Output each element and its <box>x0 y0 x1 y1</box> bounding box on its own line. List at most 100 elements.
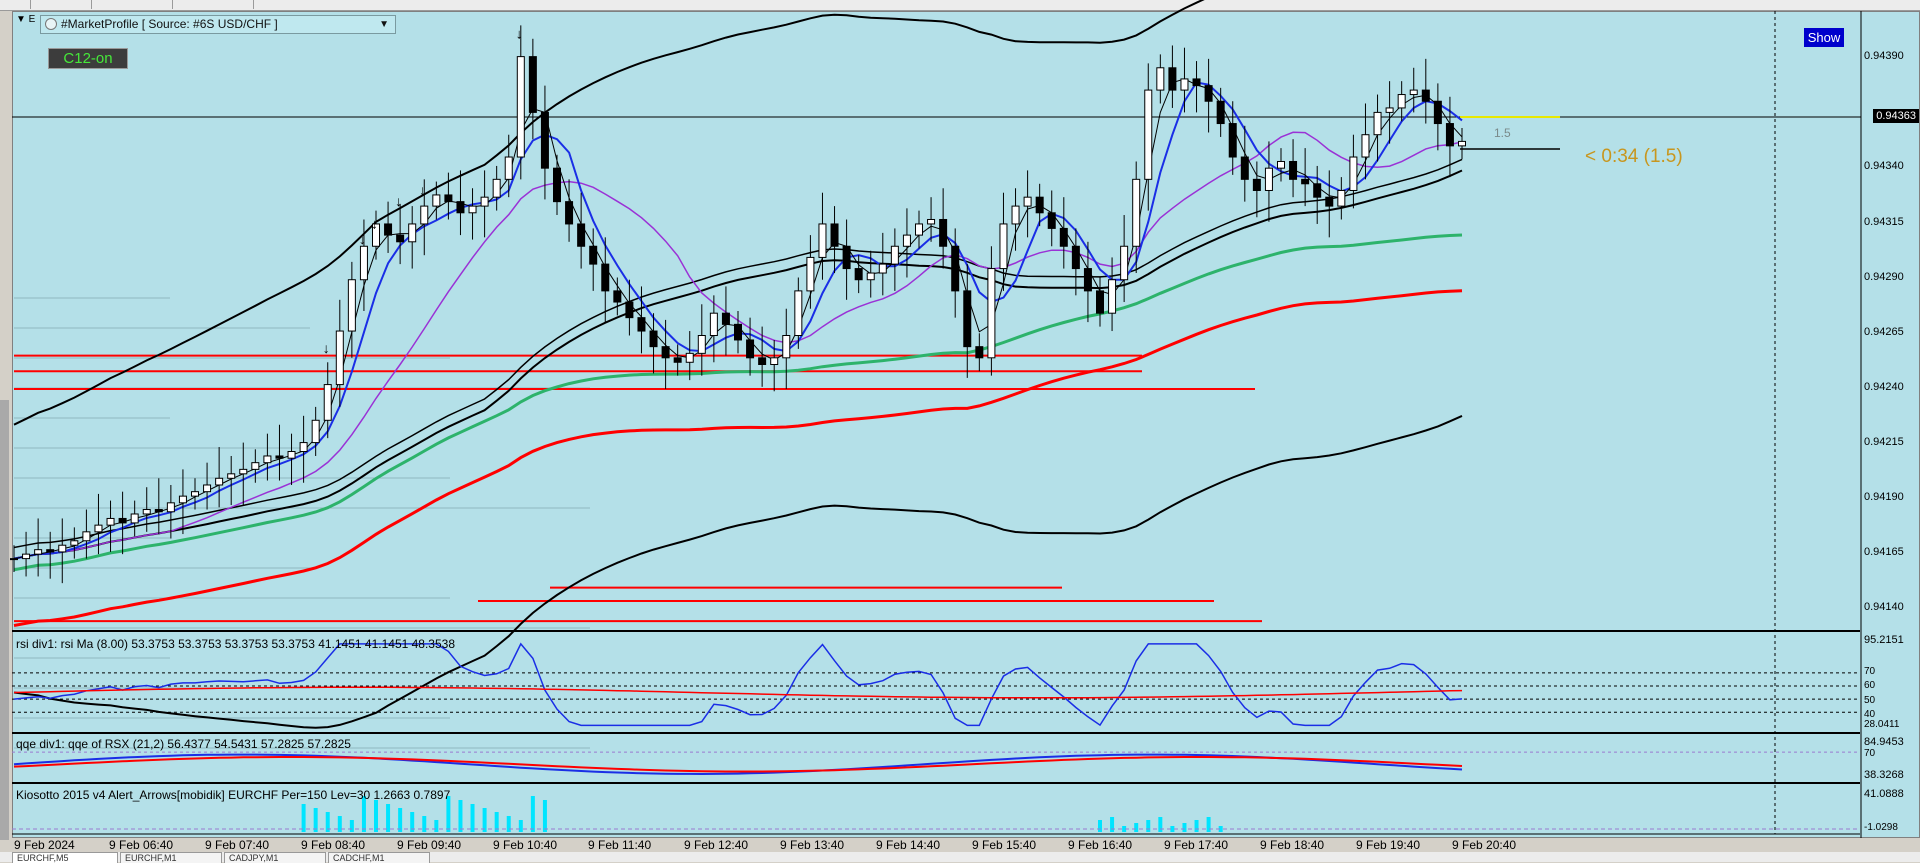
candle-body <box>818 223 827 258</box>
time-tick: 9 Feb 06:40 <box>109 838 174 852</box>
candle-body <box>504 156 513 180</box>
candle-body <box>70 540 79 546</box>
c12-toggle-button[interactable]: C12-on <box>48 48 128 69</box>
market-profile-select-value: #MarketProfile [ Source: #6S USD/CHF ] <box>61 17 278 31</box>
kiosotto-bar <box>446 796 451 832</box>
price-scale[interactable]: 0.94390 0.94340 0.94315 0.94290 0.94265 … <box>1860 11 1920 838</box>
kiosotto-bar <box>1170 826 1175 832</box>
candle-body <box>1301 178 1310 185</box>
candle-body <box>106 517 115 526</box>
kiosotto-scale-tick: 41.0888 <box>1864 788 1904 800</box>
market-profile-select[interactable]: #MarketProfile [ Source: #6S USD/CHF ] ▼ <box>40 15 396 34</box>
rsi-signal-line <box>13 686 1463 699</box>
chevron-down-icon[interactable]: ▼ <box>379 19 389 30</box>
ma-black <box>13 169 1463 560</box>
time-tick: 9 Feb 2024 <box>14 838 75 852</box>
window-collapse-toggle[interactable]: ▼ E <box>16 14 36 25</box>
price-tick: 0.94190 <box>1864 491 1904 503</box>
candle-body <box>999 223 1008 270</box>
candle-body <box>1192 78 1201 87</box>
candle-body <box>22 553 31 560</box>
chart-tabs: EURCHF,M5 EURCHF,M1 CADJPY,M1 CADCHF,M1 <box>0 852 1920 863</box>
kiosotto-bar <box>398 808 403 832</box>
show-button[interactable]: Show <box>1804 28 1844 47</box>
candlesticks <box>10 25 1466 584</box>
upper-band <box>13 0 1205 426</box>
tab-cadjpy-m1[interactable]: CADJPY,M1 <box>224 852 326 863</box>
candle-body <box>408 223 417 243</box>
time-tick: 9 Feb 19:40 <box>1356 838 1421 852</box>
tab-cadchf-m1[interactable]: CADCHF,M1 <box>328 852 430 863</box>
kiosotto-bar <box>325 812 330 832</box>
candle-body <box>553 167 561 203</box>
tab-eurchf-m1[interactable]: EURCHF,M1 <box>120 852 222 863</box>
time-tick: 9 Feb 15:40 <box>972 838 1037 852</box>
kiosotto-scale-tick: -1.0298 <box>1864 822 1898 833</box>
rsi-scale-tick: 60 <box>1864 680 1876 691</box>
candle-body <box>1120 245 1129 281</box>
candle-body <box>1228 123 1237 158</box>
candle-body <box>1325 196 1334 207</box>
candle-body <box>432 194 441 207</box>
kiosotto-bar <box>542 800 547 832</box>
candle-body <box>1397 94 1406 109</box>
candle-body <box>1313 183 1322 198</box>
candle-body <box>178 495 187 504</box>
current-price-label: 0.94363 <box>1873 109 1919 123</box>
candle-body <box>528 56 537 113</box>
kiosotto-bar <box>386 804 391 832</box>
candle-body <box>577 223 586 247</box>
kiosotto-bar <box>1182 823 1187 832</box>
candle-body <box>927 218 936 225</box>
candle-body <box>263 455 272 464</box>
ma-black-2 <box>13 158 1463 549</box>
candle-body <box>806 256 815 292</box>
candle-body <box>649 330 658 348</box>
candle-body <box>275 455 284 459</box>
candle-body <box>902 234 911 247</box>
candle-body <box>311 419 320 444</box>
kiosotto-bar <box>313 808 318 832</box>
kiosotto-bar <box>1158 817 1163 832</box>
kiosotto-panel-label: Kiosotto 2015 v4 Alert_Arrows[mobidik] E… <box>16 788 451 802</box>
candle-body <box>191 491 199 497</box>
tab-eurchf-m5[interactable]: EURCHF,M5 <box>12 852 118 863</box>
candle-body <box>492 178 501 198</box>
candle-body <box>782 335 791 359</box>
candle-body <box>46 549 55 553</box>
ma-red <box>13 289 1463 627</box>
candle-body <box>1132 178 1141 247</box>
time-tick: 9 Feb 16:40 <box>1068 838 1133 852</box>
candle-body <box>975 346 984 359</box>
kiosotto-bar <box>349 820 354 832</box>
time-tick: 9 Feb 14:40 <box>876 838 941 852</box>
candle-body <box>1277 160 1285 169</box>
candle-body <box>758 357 767 366</box>
kiosotto-bar <box>1194 820 1199 832</box>
candle-body <box>1204 85 1213 102</box>
lower-band <box>13 414 1463 729</box>
candle-body <box>347 279 356 332</box>
rsi-scale-tick: 40 <box>1864 709 1876 720</box>
candle-body <box>1059 227 1068 247</box>
candle-body <box>1035 196 1044 214</box>
qqe-line <box>13 753 1463 776</box>
candle-countdown: < 0:34 (1.5) <box>1585 146 1683 167</box>
candle-body <box>540 111 549 169</box>
kiosotto-bar <box>1218 826 1223 832</box>
kiosotto-bar <box>374 800 378 832</box>
candle-body <box>516 56 525 158</box>
rsi-scale-tick: 28.0411 <box>1864 719 1900 730</box>
candle-body <box>444 194 453 203</box>
kiosotto-bar <box>1146 820 1151 832</box>
qqe-scale-tick: 70 <box>1864 748 1876 759</box>
candle-body <box>227 473 236 479</box>
candle-body <box>1180 78 1189 91</box>
time-tick: 9 Feb 09:40 <box>397 838 462 852</box>
candle-body <box>1047 212 1056 229</box>
price-tick: 0.94265 <box>1864 326 1904 338</box>
kiosotto-bar <box>361 796 366 832</box>
time-tick: 9 Feb 08:40 <box>301 838 366 852</box>
candle-body <box>746 339 755 359</box>
